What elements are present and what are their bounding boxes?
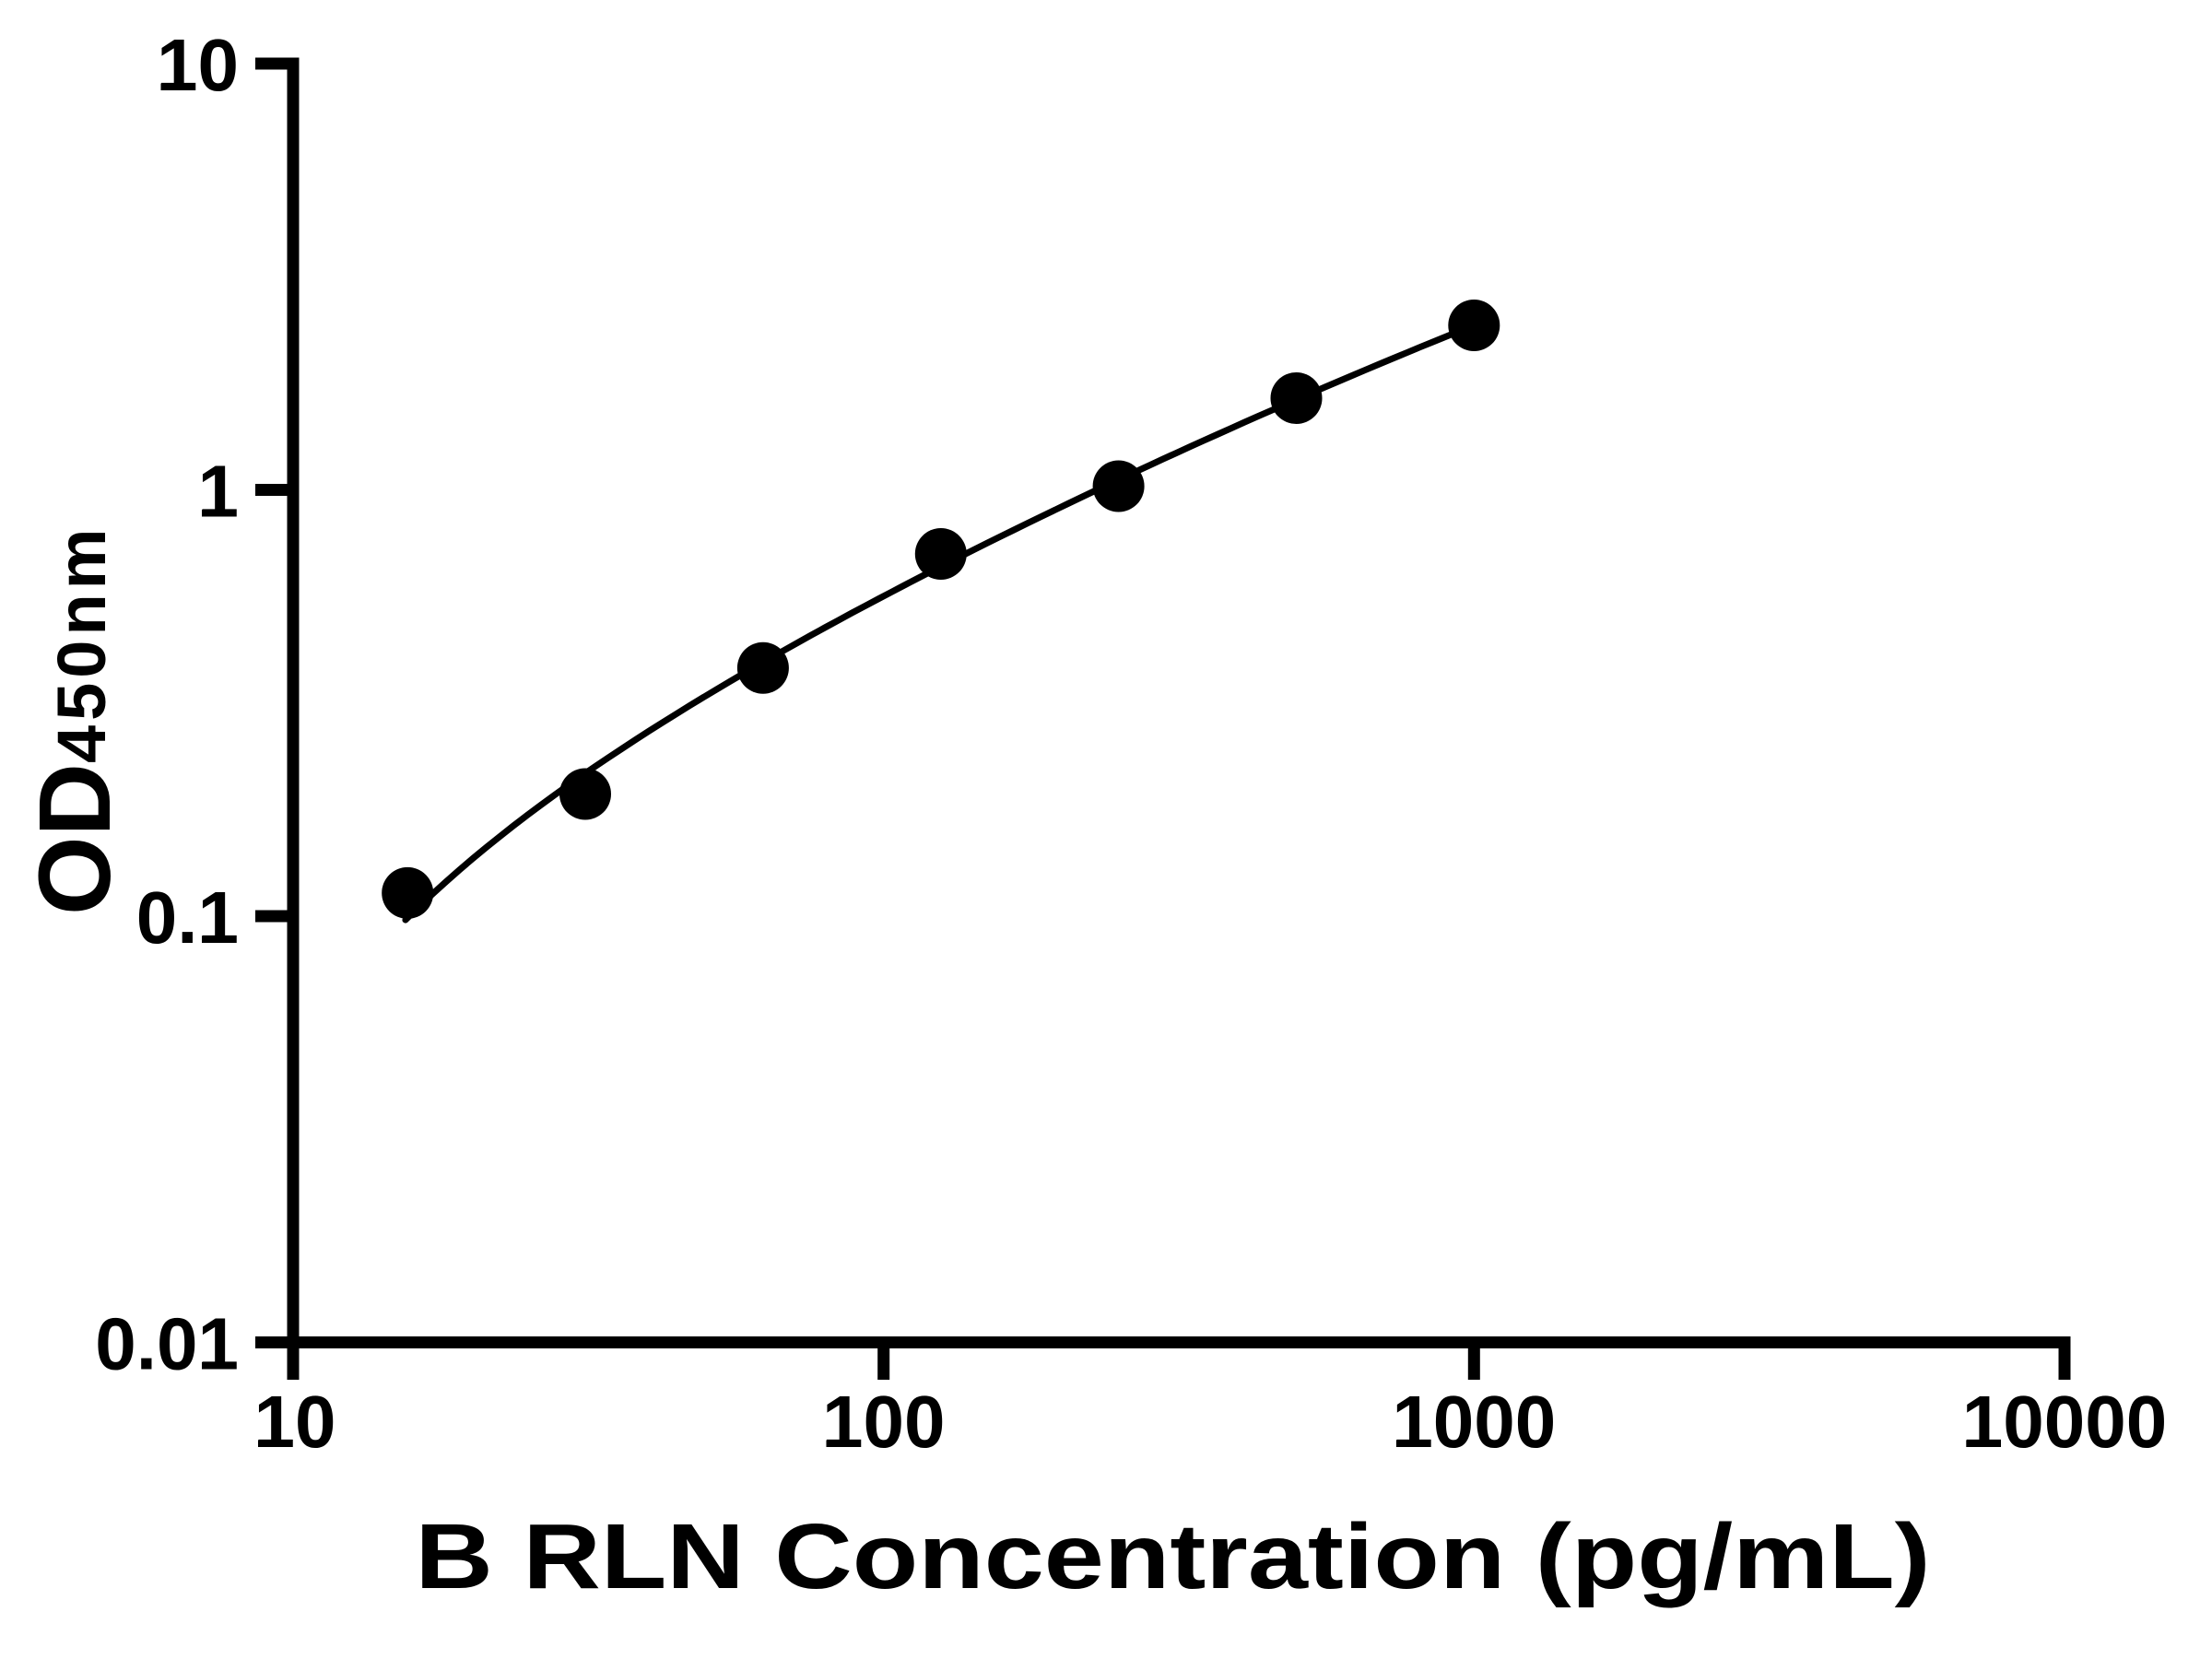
svg-text:10: 10 — [254, 1381, 336, 1463]
svg-text:0.01: 0.01 — [95, 1303, 239, 1385]
svg-text:0.1: 0.1 — [136, 877, 239, 959]
svg-text:100: 100 — [822, 1381, 945, 1463]
svg-text:1: 1 — [198, 451, 240, 533]
svg-text:B RLN Concentration (pg/mL): B RLN Concentration (pg/mL) — [415, 1505, 1930, 1608]
svg-text:10000: 10000 — [1962, 1381, 2167, 1463]
svg-text:10: 10 — [157, 24, 239, 106]
svg-text:1000: 1000 — [1392, 1381, 1556, 1463]
